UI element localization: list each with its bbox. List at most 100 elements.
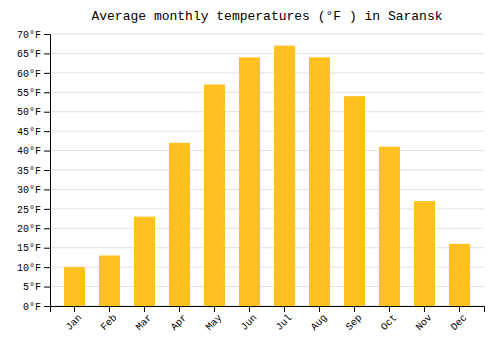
- y-tick-mark: [44, 248, 50, 249]
- y-tick-mark: [44, 228, 50, 229]
- y-tick-label: 60°F: [17, 69, 41, 80]
- x-tick-label: Dec: [449, 312, 470, 333]
- y-tick-label: 40°F: [17, 146, 41, 157]
- y-tick: 15°F: [17, 243, 50, 254]
- y-tick-label: 35°F: [17, 166, 41, 177]
- x-tick: Sep: [344, 306, 365, 333]
- y-tick: 70°F: [17, 30, 50, 41]
- x-tick-mark: [389, 306, 390, 312]
- x-tick-mark: [284, 306, 285, 312]
- bar: [449, 244, 470, 306]
- x-tick: Dec: [449, 306, 470, 333]
- bar: [134, 217, 155, 306]
- y-tick-label: 15°F: [17, 243, 41, 254]
- x-tick: Apr: [169, 306, 190, 333]
- y-tick-mark: [44, 267, 50, 268]
- bar: [414, 201, 435, 306]
- bars: [64, 46, 470, 306]
- x-tick: Oct: [379, 306, 400, 333]
- y-tick-mark: [44, 92, 50, 93]
- y-tick-label: 70°F: [17, 30, 41, 41]
- y-tick-mark: [44, 73, 50, 74]
- grid-line: [50, 111, 484, 112]
- y-tick-label: 45°F: [17, 127, 41, 138]
- x-tick-label: Apr: [169, 312, 190, 333]
- chart: 0°F 5°F 10°F 15°F 20°F 25°F 30°F 35°F 40°F 45°F 50…: [0, 0, 500, 350]
- bar: [274, 46, 295, 306]
- x-tick-mark: [249, 306, 250, 312]
- x-tick-label: May: [204, 312, 225, 333]
- grid-line: [50, 170, 484, 171]
- y-tick-mark: [44, 131, 50, 132]
- y-tick-mark: [44, 151, 50, 152]
- bar: [204, 85, 225, 306]
- grid: [50, 34, 484, 306]
- x-tick-label: Aug: [309, 312, 330, 333]
- x-tick-label: Jul: [274, 312, 295, 333]
- y-tick-label: 10°F: [17, 263, 41, 274]
- bar: [344, 96, 365, 306]
- x-tick-mark: [424, 306, 425, 312]
- x-tick-mark: [109, 306, 110, 312]
- y-tick: 5°F: [23, 282, 50, 293]
- y-tick: 30°F: [17, 185, 50, 196]
- y-tick-mark: [44, 53, 50, 54]
- x-tick-mark: [214, 306, 215, 312]
- x-tick-label: Oct: [379, 312, 400, 333]
- y-tick-mark: [44, 209, 50, 210]
- y-tick-label: 5°F: [23, 282, 41, 293]
- x-tick-label: Nov: [414, 312, 435, 333]
- y-tick-label: 0°F: [23, 302, 41, 313]
- y-tick: 0°F: [23, 302, 50, 313]
- y-tick-mark: [44, 306, 50, 307]
- x-tick-mark: [319, 306, 320, 312]
- x-tick-label: Jan: [64, 312, 85, 333]
- y-tick: 25°F: [17, 205, 50, 216]
- bar: [379, 147, 400, 306]
- x-tick: Jul: [274, 306, 295, 333]
- grid-line: [50, 92, 484, 93]
- grid-line: [50, 53, 484, 54]
- y-tick-label: 50°F: [17, 107, 41, 118]
- x-tick-mark: [459, 306, 460, 312]
- grid-line: [50, 34, 484, 35]
- y-tick: 60°F: [17, 69, 50, 80]
- y-tick-mark: [44, 189, 50, 190]
- plot: 0°F 5°F 10°F 15°F 20°F 25°F 30°F 35°F 40°F 45°F 50…: [17, 30, 485, 333]
- y-tick-mark: [44, 170, 50, 171]
- y-tick-mark: [44, 287, 50, 288]
- x-tick-mark: [179, 306, 180, 312]
- y-tick-mark: [44, 112, 50, 113]
- bar: [99, 255, 120, 306]
- y-axis-line: [44, 35, 51, 307]
- y-tick: 40°F: [17, 146, 50, 157]
- y-tick-label: 25°F: [17, 205, 41, 216]
- y-tick: 65°F: [17, 49, 50, 60]
- grid-line: [50, 131, 484, 132]
- x-tick: Mar: [134, 306, 155, 333]
- title: Average monthly temperatures (°F ) in Sa…: [91, 9, 442, 24]
- x-tick: May: [204, 306, 225, 333]
- x-axis-line: [51, 307, 485, 313]
- bar: [64, 267, 85, 306]
- x-tick-label: Sep: [344, 312, 365, 333]
- x-tick-mark: [144, 306, 145, 312]
- y-tick: 45°F: [17, 127, 50, 138]
- grid-line: [50, 72, 484, 73]
- y-tick: 55°F: [17, 88, 50, 99]
- y-tick: 20°F: [17, 224, 50, 235]
- x-tick-label: Mar: [134, 312, 155, 333]
- x-tick: Feb: [99, 306, 120, 333]
- y-axis: 0°F 5°F 10°F 15°F 20°F 25°F 30°F 35°F 40°F 45°F 50…: [17, 30, 51, 313]
- x-tick-label: Jun: [239, 312, 260, 333]
- y-tick-label: 65°F: [17, 49, 41, 60]
- y-tick-label: 55°F: [17, 88, 41, 99]
- x-tick: Nov: [414, 306, 435, 333]
- y-tick-label: 30°F: [17, 185, 41, 196]
- x-axis: Jan Feb Mar Apr May Jun Jul Aug Sep Oct Nov Dec: [51, 306, 485, 333]
- y-tick: 35°F: [17, 166, 50, 177]
- x-tick: Jan: [64, 306, 85, 333]
- y-tick-label: 20°F: [17, 224, 41, 235]
- y-tick-mark: [44, 34, 50, 35]
- x-tick-label: Feb: [99, 312, 120, 333]
